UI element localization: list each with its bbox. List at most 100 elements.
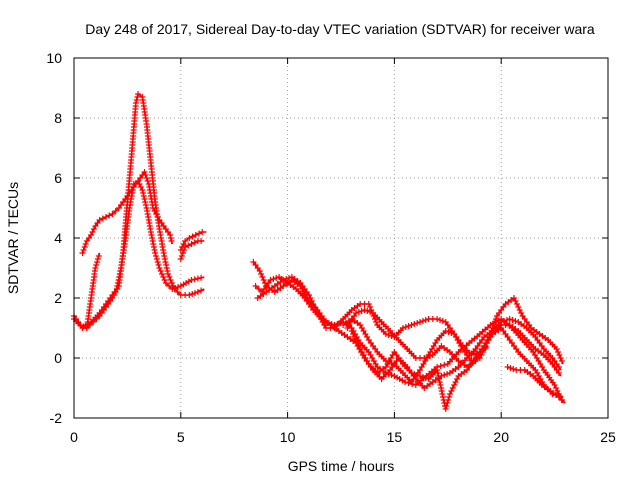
data-point <box>434 367 441 373</box>
data-point <box>556 352 563 358</box>
data-point <box>492 316 499 322</box>
data-point <box>194 289 201 295</box>
data-point <box>92 265 99 271</box>
data-point <box>501 318 507 324</box>
data-point <box>82 241 89 247</box>
data-point <box>112 208 119 214</box>
data-point <box>165 271 171 277</box>
data-point <box>178 253 185 259</box>
data-point <box>434 316 441 322</box>
data-point <box>419 318 426 324</box>
data-point <box>132 100 139 106</box>
data-point <box>177 256 184 262</box>
data-point <box>80 247 87 253</box>
data-point <box>140 193 147 199</box>
data-point <box>515 304 522 310</box>
data-point <box>553 385 559 391</box>
data-point <box>106 212 113 219</box>
series-arc-c <box>79 169 175 256</box>
x-tick-label: 20 <box>493 429 509 445</box>
data-point <box>367 309 374 315</box>
data-point <box>516 307 523 313</box>
data-point <box>399 325 406 331</box>
data-point <box>364 308 371 314</box>
series-arc-m <box>504 364 566 404</box>
data-point <box>255 286 262 292</box>
data-point <box>188 241 195 247</box>
axis-ticks: 0 5 10 15 20 25 -2 0 2 4 6 8 10 <box>46 50 616 445</box>
data-point <box>142 202 149 208</box>
data-point <box>153 253 159 259</box>
series-arc-l <box>340 316 489 385</box>
data-point <box>198 274 205 281</box>
data-point <box>140 190 147 196</box>
data-point <box>186 235 193 241</box>
data-point <box>408 370 415 376</box>
data-point <box>373 319 380 325</box>
data-point <box>382 331 389 337</box>
data-point <box>506 316 513 322</box>
data-point <box>199 229 206 235</box>
data-point <box>198 287 205 294</box>
data-series <box>71 91 566 412</box>
data-point <box>191 276 198 283</box>
data-point <box>142 172 149 178</box>
data-point <box>166 283 173 289</box>
data-point <box>435 373 442 379</box>
data-point <box>94 259 101 265</box>
series-arc-b <box>71 178 205 331</box>
data-point <box>109 211 116 217</box>
data-point <box>143 175 150 181</box>
data-point <box>179 250 186 256</box>
data-point <box>402 379 409 385</box>
data-point <box>558 358 565 364</box>
data-point <box>438 388 445 394</box>
data-point <box>417 319 423 325</box>
data-point <box>258 271 265 277</box>
data-point <box>144 178 151 184</box>
y-axis-label: SDTVAR / TECUs <box>5 182 21 294</box>
data-point <box>194 275 201 282</box>
series-trace <box>73 180 205 329</box>
data-point <box>189 233 196 240</box>
data-point <box>448 330 455 336</box>
data-point <box>510 366 517 372</box>
x-axis-label: GPS time / hours <box>288 458 395 474</box>
x-tick-label: 5 <box>177 429 185 445</box>
series-arc-k <box>348 325 564 412</box>
data-point <box>355 309 362 315</box>
data-point <box>169 286 176 292</box>
data-point <box>388 372 395 378</box>
data-point <box>444 371 451 377</box>
data-point <box>79 250 86 256</box>
data-point <box>113 286 120 292</box>
data-point <box>175 284 181 290</box>
x-tick-label: 0 <box>70 429 78 445</box>
data-point <box>162 259 169 265</box>
data-point <box>182 244 189 250</box>
data-point <box>414 320 421 326</box>
data-point <box>441 372 448 378</box>
data-point <box>444 400 451 406</box>
data-point <box>353 310 359 316</box>
data-point <box>93 262 100 268</box>
data-point <box>557 355 564 361</box>
data-point <box>273 275 280 281</box>
data-point <box>382 358 389 364</box>
data-point <box>167 235 174 241</box>
data-point <box>504 364 511 370</box>
data-point <box>441 362 448 368</box>
chart-title: Day 248 of 2017, Sidereal Day-to-day VTE… <box>85 21 595 37</box>
data-point <box>168 238 175 244</box>
data-point <box>89 229 96 235</box>
data-point <box>442 406 449 412</box>
data-point <box>445 329 452 335</box>
data-point <box>133 97 140 103</box>
data-point <box>103 214 109 220</box>
data-point <box>422 375 429 381</box>
data-point <box>507 365 514 371</box>
data-point <box>513 301 520 307</box>
data-point <box>512 318 519 324</box>
data-point <box>405 380 412 386</box>
data-point <box>150 244 157 250</box>
